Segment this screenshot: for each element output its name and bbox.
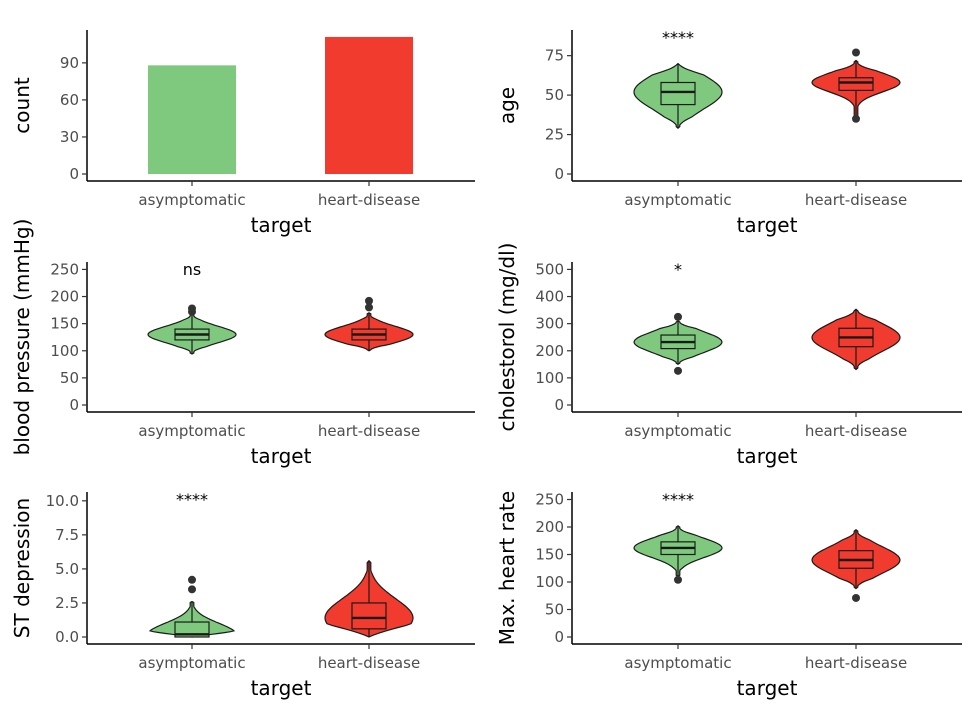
panel-3: 0 50 100 150 200 250 asymptomatic heart-disease… <box>10 219 475 468</box>
outlier-point <box>365 296 373 305</box>
y-tick-label: 150 <box>50 315 79 333</box>
y-tick-label: 100 <box>50 342 79 360</box>
y-axis-title: age <box>495 87 519 124</box>
y-tick-label: 0 <box>69 165 79 183</box>
outlier-point <box>852 114 860 123</box>
box-asymptomatic <box>660 81 696 106</box>
x-axis-title: target <box>251 676 312 700</box>
significance-label: * <box>674 260 682 279</box>
x-axis-title: target <box>737 213 798 237</box>
outlier-point <box>188 575 196 584</box>
x-tick-label: asymptomatic <box>138 654 245 672</box>
y-tick-label: 0.0 <box>55 628 79 646</box>
y-tick-label: 2.5 <box>55 594 79 612</box>
outlier-point <box>674 312 682 321</box>
bar-asymptomatic <box>148 65 236 174</box>
x-tick-label: asymptomatic <box>624 422 731 440</box>
outlier-point <box>188 585 196 594</box>
y-tick-label: 7.5 <box>55 526 79 544</box>
outlier-point <box>674 575 682 584</box>
x-axis-title: target <box>251 213 312 237</box>
y-tick-label: 0 <box>554 628 564 646</box>
y-tick-label: 5.0 <box>55 560 79 578</box>
panel-1: 0 30 60 90 asymptomatic heart-disease target co… <box>10 30 475 237</box>
x-tick-label: heart-disease <box>318 654 420 672</box>
significance-label: **** <box>662 490 694 509</box>
y-tick-label: 50 <box>60 369 79 387</box>
y-tick-label: 0 <box>554 396 564 414</box>
y-tick-label: 10.0 <box>46 492 79 510</box>
y-tick-label: 25 <box>545 126 564 144</box>
y-tick-label: 200 <box>50 288 79 306</box>
y-axis-title: cholestorol (mg/dl) <box>495 243 519 432</box>
panel-6: 0 50 100 150 200 250 asymptomatic heart-disease… <box>495 490 962 700</box>
box-heart-disease <box>351 602 387 630</box>
y-axis-title: Max. heart rate <box>495 491 519 645</box>
outlier-point <box>188 304 196 313</box>
y-tick-label: 300 <box>535 315 564 333</box>
y-tick-label: 250 <box>535 491 564 509</box>
panel-2: 0 25 50 75 asymptomatic heart-disease target ag… <box>495 28 962 237</box>
x-tick-label: heart-disease <box>318 422 420 440</box>
y-tick-label: 75 <box>545 47 564 65</box>
outlier-point <box>852 48 860 57</box>
x-tick-label: asymptomatic <box>138 191 245 209</box>
x-tick-label: heart-disease <box>318 191 420 209</box>
y-tick-label: 50 <box>545 601 564 619</box>
y-tick-label: 200 <box>535 518 564 536</box>
y-tick-label: 200 <box>535 342 564 360</box>
x-tick-label: asymptomatic <box>624 654 731 672</box>
x-tick-label: heart-disease <box>805 654 907 672</box>
outlier-point <box>674 366 682 375</box>
y-tick-label: 150 <box>535 546 564 564</box>
y-axis-title: blood pressure (mmHg) <box>10 219 34 456</box>
y-tick-label: 500 <box>535 260 564 278</box>
y-tick-label: 100 <box>535 573 564 591</box>
y-tick-label: 30 <box>60 128 79 146</box>
y-tick-label: 0 <box>554 165 564 183</box>
y-axis-title: ST depression <box>10 498 34 638</box>
significance-label: ns <box>183 260 201 279</box>
outlier-point <box>365 303 373 312</box>
y-tick-label: 0 <box>69 396 79 414</box>
y-tick-label: 100 <box>535 369 564 387</box>
significance-label: **** <box>662 28 694 47</box>
x-tick-label: heart-disease <box>805 422 907 440</box>
outlier-point <box>852 593 860 602</box>
x-axis-title: target <box>251 444 312 468</box>
x-tick-label: asymptomatic <box>624 191 731 209</box>
y-tick-label: 50 <box>545 86 564 104</box>
x-tick-label: asymptomatic <box>138 422 245 440</box>
x-axis-title: target <box>737 444 798 468</box>
y-tick-label: 90 <box>60 54 79 72</box>
y-tick-label: 400 <box>535 288 564 306</box>
y-axis-title: count <box>10 77 34 134</box>
x-tick-label: heart-disease <box>805 191 907 209</box>
y-tick-label: 250 <box>50 260 79 278</box>
x-axis-title: target <box>737 676 798 700</box>
panel-5: 0.0 2.5 5.0 7.5 10.0 asymptomatic heart-diseas… <box>10 490 475 700</box>
panel-4: 0 100 200 300 400 500 asymptomatic heart-diseas… <box>495 243 962 468</box>
bar-heart-disease <box>325 36 413 174</box>
box-heart-disease <box>838 77 874 91</box>
y-tick-label: 60 <box>60 91 79 109</box>
significance-label: **** <box>176 490 208 509</box>
